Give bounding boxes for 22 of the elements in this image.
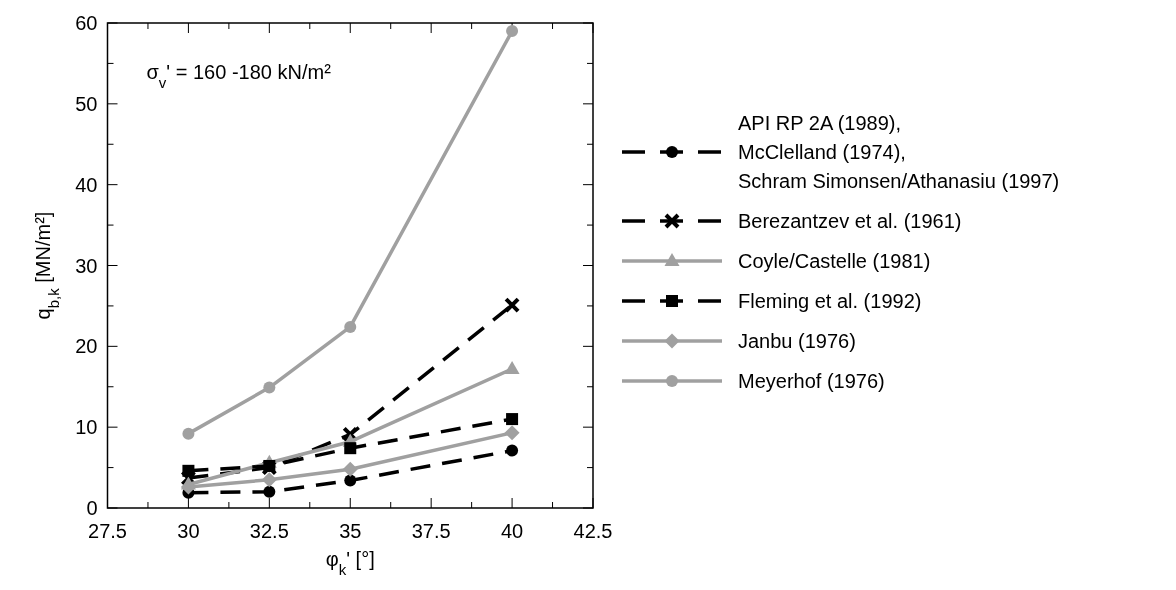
y-tick-label: 50 bbox=[75, 92, 98, 115]
y-tick-label: 30 bbox=[75, 254, 98, 277]
legend-label: API RP 2A (1989), McClelland (1974), Schram Simonsen/Athanasiu (1997) bbox=[738, 112, 1060, 192]
x-axis-title: φ$_{k}$' [°] bbox=[325, 548, 375, 578]
legend-label: Meyerhof (1976) bbox=[738, 370, 885, 392]
y-tick-label: 10 bbox=[75, 416, 98, 439]
x-tick-label: 27.5 bbox=[88, 520, 127, 542]
x-tick-label: 30 bbox=[177, 520, 200, 542]
y-tick-label: 0 bbox=[86, 497, 98, 519]
annotation: σ$_{v}$' = 160 -180 kN/m² bbox=[146, 61, 332, 91]
legend-label: Coyle/Castelle (1981) bbox=[738, 250, 931, 272]
x-tick-label: 37.5 bbox=[411, 520, 451, 542]
x-tick-label: 40 bbox=[500, 520, 524, 542]
y-tick-label: 20 bbox=[75, 335, 98, 358]
x-tick-label: 32.5 bbox=[249, 520, 289, 542]
x-tick-label: 42.5 bbox=[573, 520, 613, 542]
legend-label: Janbu (1976) bbox=[738, 330, 856, 352]
x-tick-label: 35 bbox=[339, 520, 362, 542]
y-tick-label: 40 bbox=[75, 173, 98, 196]
legend-label: Berezantzev et al. (1961) bbox=[738, 210, 962, 232]
legend-label: Fleming et al. (1992) bbox=[738, 290, 922, 312]
y-tick-label: 60 bbox=[75, 12, 98, 34]
